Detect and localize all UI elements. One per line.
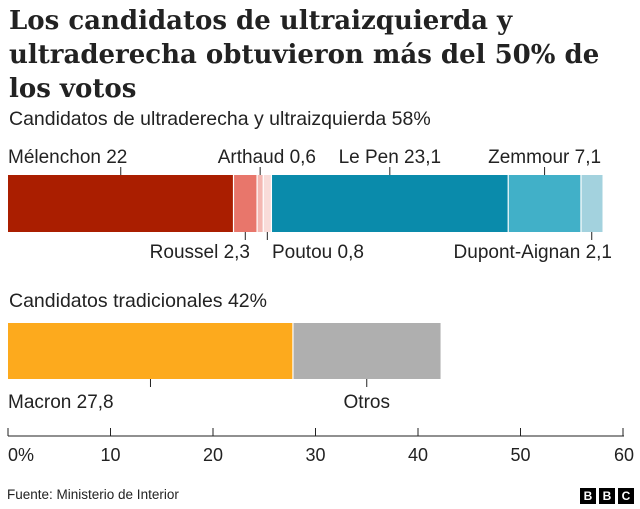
group-title-extremes: Candidatos de ultraderecha y ultraizquie… — [9, 108, 431, 130]
x-tick-label: 30 — [305, 445, 325, 465]
group-title-traditional: Candidatos tradicionales 42% — [9, 290, 267, 312]
bar-segment-dupont-aignan — [580, 175, 603, 232]
x-tick-label: 60 — [614, 445, 634, 465]
x-tick-label: 40 — [408, 445, 428, 465]
data-label-macron: Macron 27,8 — [8, 392, 114, 413]
bar-segment-le-pen — [271, 175, 509, 232]
x-tick-label: 10 — [100, 445, 120, 465]
data-label-arthaud: Arthaud 0,6 — [218, 147, 316, 168]
chart-title: Los candidatos de ultraizquierda y ultra… — [9, 6, 600, 104]
bar-segment-arthaud — [257, 175, 264, 232]
data-label-dupont-aignan: Dupont-Aignan 2,1 — [454, 242, 612, 263]
source-note: Fuente: Ministerio de Interior — [7, 487, 179, 502]
x-tick-label: 50 — [510, 445, 530, 465]
bar-segment-roussel — [233, 175, 258, 232]
x-tick-label: 20 — [203, 445, 223, 465]
data-label-le-pen: Le Pen 23,1 — [339, 147, 441, 168]
bar-segment-zemmour — [508, 175, 581, 232]
data-label-m-lenchon: Mélenchon 22 — [8, 147, 127, 168]
logo-letter: B — [580, 488, 596, 504]
bar-segment-macron — [8, 323, 293, 379]
data-label-zemmour: Zemmour 7,1 — [488, 147, 601, 168]
x-tick-label: 0% — [8, 445, 34, 465]
logo-letter: C — [618, 488, 634, 504]
logo-letter: B — [599, 488, 615, 504]
bar-segment-otros — [292, 323, 441, 379]
bar-segment-m-lenchon — [8, 175, 234, 232]
bbc-logo: B B C — [580, 488, 634, 504]
data-label-poutou: Poutou 0,8 — [272, 242, 364, 263]
data-label-roussel: Roussel 2,3 — [150, 242, 250, 263]
data-label-otros: Otros — [344, 392, 390, 413]
bar-segment-poutou — [263, 175, 272, 232]
